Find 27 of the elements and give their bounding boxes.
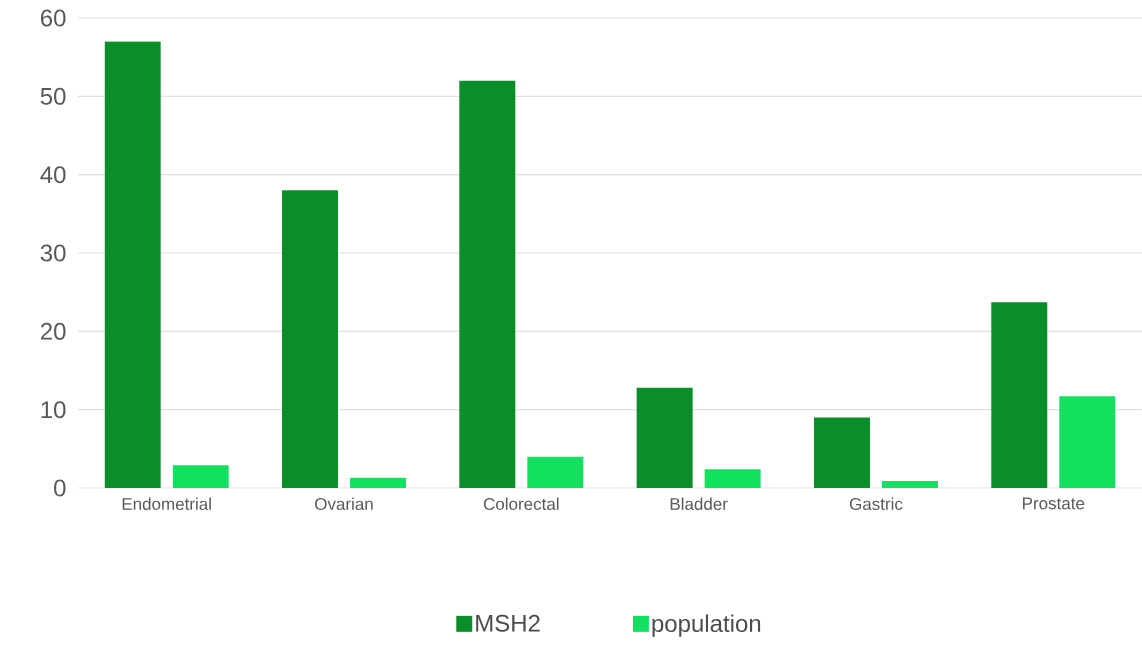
legend-label: population [652,614,761,637]
bar [881,480,938,488]
x-tick-label: Endometrial [122,497,211,511]
bar [459,80,516,488]
bar [172,465,229,488]
bar [281,190,338,488]
bar [349,477,406,488]
x-tick-label: Prostate [1023,497,1085,510]
y-tick-label: 0 [54,479,66,497]
x-tick-label: Gastric [849,497,903,511]
x-tick-label: Ovarian [315,497,373,511]
y-tick-label: 60 [41,9,66,27]
legend-label: MSH2 [476,614,540,632]
y-tick-label: 40 [40,166,66,184]
bar [527,456,584,488]
y-tick-label: 30 [40,244,66,262]
bar [704,469,761,488]
y-tick-label: 50 [40,87,66,105]
bar [1059,396,1116,488]
x-tick-label: Colorectal [483,497,559,511]
bar [636,387,693,488]
y-tick-label: 20 [40,322,66,340]
bar [813,417,870,488]
bar [991,302,1048,488]
x-tick-label: Bladder [670,497,728,511]
y-tick-label: 10 [41,401,66,419]
bar [104,41,161,488]
